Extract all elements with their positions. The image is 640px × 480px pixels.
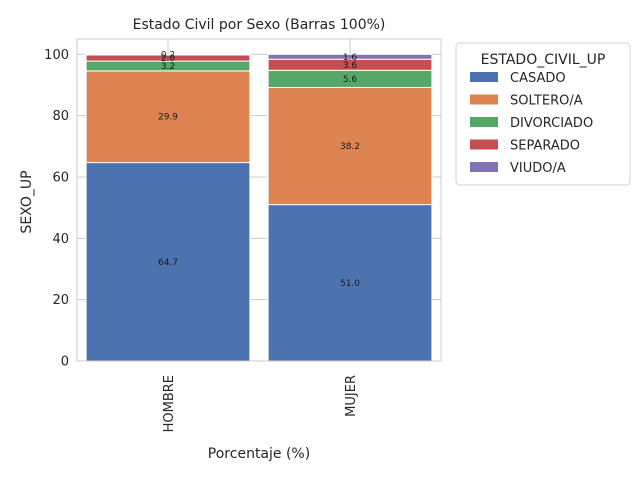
data-label: 2.0: [161, 54, 176, 64]
legend-label: DIVORCIADO: [510, 116, 593, 131]
x-axis-label: Porcentaje (%): [208, 446, 310, 462]
data-labels-group: 64.7 29.9 3.22.00.2 51.0 38.2 5.6 3.61.6: [158, 51, 360, 289]
data-label: 64.7: [158, 258, 178, 268]
data-label: 1.6: [343, 53, 358, 63]
legend-label: SOLTERO/A: [510, 94, 583, 109]
data-label: 29.9: [158, 113, 178, 123]
legend-swatch: [470, 162, 498, 172]
x-tick-label: MUJER: [344, 375, 359, 417]
bar-segment: [267, 53, 433, 60]
data-label: 3.2: [161, 62, 175, 72]
y-tick-label: 40: [52, 232, 69, 247]
legend-items: CASADO SOLTERO/A DIVORCIADO SEPARADO VIUDO/A: [470, 71, 593, 176]
bars-group: [85, 53, 433, 362]
bar-segment: [267, 204, 433, 362]
data-label: 51.0: [340, 279, 360, 289]
legend-box: [455, 42, 631, 186]
y-tick-label: 80: [52, 109, 69, 124]
bar-segment: [85, 162, 251, 362]
y-tick-label: 0: [61, 355, 69, 370]
legend: ESTADO_CIVIL_UP CASADO SOLTERO/A DIVORCIAD…: [455, 42, 631, 186]
data-label: 3.6: [343, 61, 358, 71]
chart-title: Estado Civil por Sexo (Barras 100%): [133, 17, 386, 33]
bar-segment: [267, 86, 433, 206]
axis-ticks-group: 0 20 40 60 80 100 HOMBRE MUJER: [44, 48, 359, 433]
y-tick-label: 60: [52, 171, 69, 186]
bar-segment: [85, 53, 251, 56]
legend-label: SEPARADO: [510, 139, 580, 154]
data-label: 0.2: [161, 51, 175, 61]
plot-frame: [76, 38, 442, 362]
legend-label: VIUDO/A: [510, 161, 566, 176]
x-tick-label: HOMBRE: [162, 375, 177, 432]
data-label: 5.6: [343, 75, 358, 85]
y-axis-label: SEXO_UP: [19, 170, 35, 233]
legend-swatch: [470, 94, 498, 105]
y-tick-label: 20: [52, 293, 69, 308]
legend-swatch: [470, 139, 498, 150]
legend-label: CASADO: [510, 71, 566, 86]
y-tick-label: 100: [44, 48, 69, 63]
legend-title: ESTADO_CIVIL_UP: [481, 52, 606, 68]
data-label: 38.2: [340, 142, 360, 152]
legend-swatch: [470, 117, 498, 127]
legend-swatch: [470, 72, 498, 82]
bar-segment: [85, 70, 251, 164]
